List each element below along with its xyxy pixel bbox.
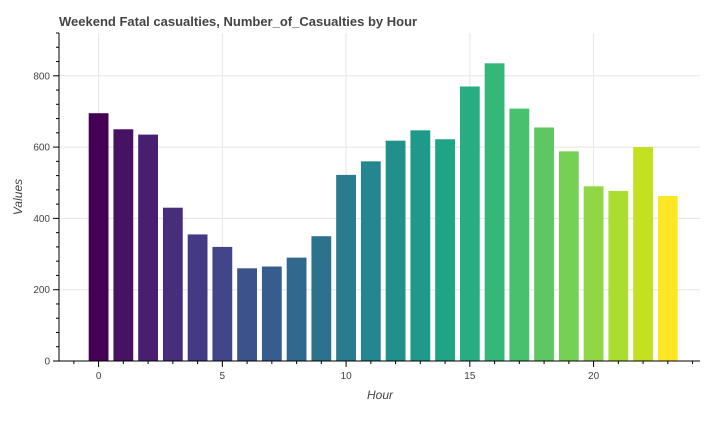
bar-hour-16: [484, 63, 505, 361]
x-tick-label: 20: [588, 371, 600, 382]
bar-hour-14: [435, 139, 455, 361]
bar-hour-4: [187, 234, 208, 361]
bar-hour-2: [138, 134, 158, 361]
bar-hour-20: [583, 186, 604, 361]
bar-hour-21: [608, 190, 629, 361]
chart-title: Weekend Fatal casualties, Number_of_Casu…: [59, 14, 417, 29]
bar-hour-12: [385, 140, 406, 361]
bar-hour-9: [311, 236, 332, 361]
y-tick-label: 200: [33, 285, 50, 296]
bar-hour-8: [286, 257, 307, 361]
y-tick-label: 800: [33, 71, 50, 82]
bar-hour-1: [113, 129, 134, 361]
bar-hour-10: [336, 174, 356, 361]
y-axis-ticks: 0 200 400 600 800: [33, 32, 59, 368]
x-tick-label: 10: [341, 371, 353, 382]
x-tick-label: 5: [220, 371, 226, 382]
bar-hour-11: [360, 161, 381, 361]
x-axis-ticks: 0 5 10 15 20: [73, 361, 694, 382]
x-tick-label: 15: [464, 371, 476, 382]
bar-hour-5: [212, 246, 233, 361]
bar-hour-19: [558, 151, 579, 361]
y-tick-label: 0: [44, 357, 50, 368]
bar-hour-3: [162, 207, 183, 361]
y-tick-label: 600: [33, 143, 50, 154]
bar-hour-17: [509, 108, 530, 361]
x-tick-label: 0: [96, 371, 102, 382]
bar-hour-22: [633, 147, 653, 361]
bar-hour-15: [459, 86, 480, 361]
bar-hour-0: [88, 113, 109, 361]
bar-hour-7: [261, 266, 282, 361]
bar-hour-6: [237, 268, 257, 361]
bar-hour-18: [534, 127, 554, 361]
y-axis-label: Values: [11, 179, 25, 215]
x-axis-label: Hour: [367, 388, 394, 402]
bar-hour-13: [410, 130, 431, 361]
bar-hour-23: [657, 195, 678, 361]
bars: [88, 63, 678, 361]
y-tick-label: 400: [33, 214, 50, 225]
